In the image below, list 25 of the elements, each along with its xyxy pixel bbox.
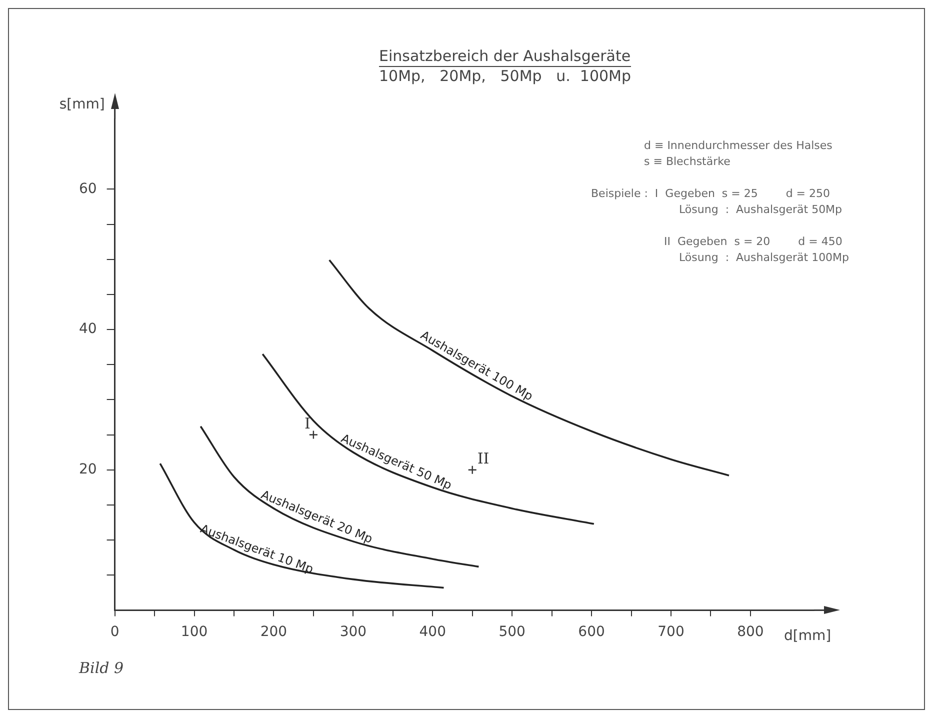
annotation: II Gegeben s = 20 d = 450 xyxy=(664,235,842,248)
x-tick-label: 0 xyxy=(110,624,120,640)
chart-subtitle: 10Mp, 20Mp, 50Mp u. 100Mp xyxy=(379,67,632,85)
text: Bild 9 xyxy=(79,659,124,677)
chart-title: Einsatzbereich der Aushalsgeräte xyxy=(379,47,632,67)
x-tick-label: 100 xyxy=(180,624,208,640)
series-label: II xyxy=(477,450,490,468)
x-axis-title: d[mm] xyxy=(784,628,832,644)
y-tick-label: 40 xyxy=(78,321,97,338)
x-tick-label: 200 xyxy=(260,624,288,640)
annotation: Lösung : Aushalsgerät 100Mp xyxy=(679,251,850,264)
x-tick-label: 600 xyxy=(578,624,605,640)
annotation: Beispiele : I Gegeben s = 25 d = 250 xyxy=(591,187,830,200)
x-tick-label: 500 xyxy=(498,624,526,640)
y-tick-label: 60 xyxy=(78,180,97,197)
series-label: I xyxy=(304,414,311,433)
x-tick-label: 400 xyxy=(419,624,446,640)
annotation: Lösung : Aushalsgerät 50Mp xyxy=(679,203,842,216)
x-tick-label: 300 xyxy=(340,624,367,640)
y-axis-title: s[mm] xyxy=(59,96,105,113)
x-tick-label: 700 xyxy=(658,624,684,640)
y-tick-label: 20 xyxy=(78,462,97,478)
x-tick-label: 800 xyxy=(737,624,764,640)
annotation: d ≡ Innendurchmesser des Halses xyxy=(644,139,832,152)
annotation: s ≡ Blechstärke xyxy=(644,155,730,168)
